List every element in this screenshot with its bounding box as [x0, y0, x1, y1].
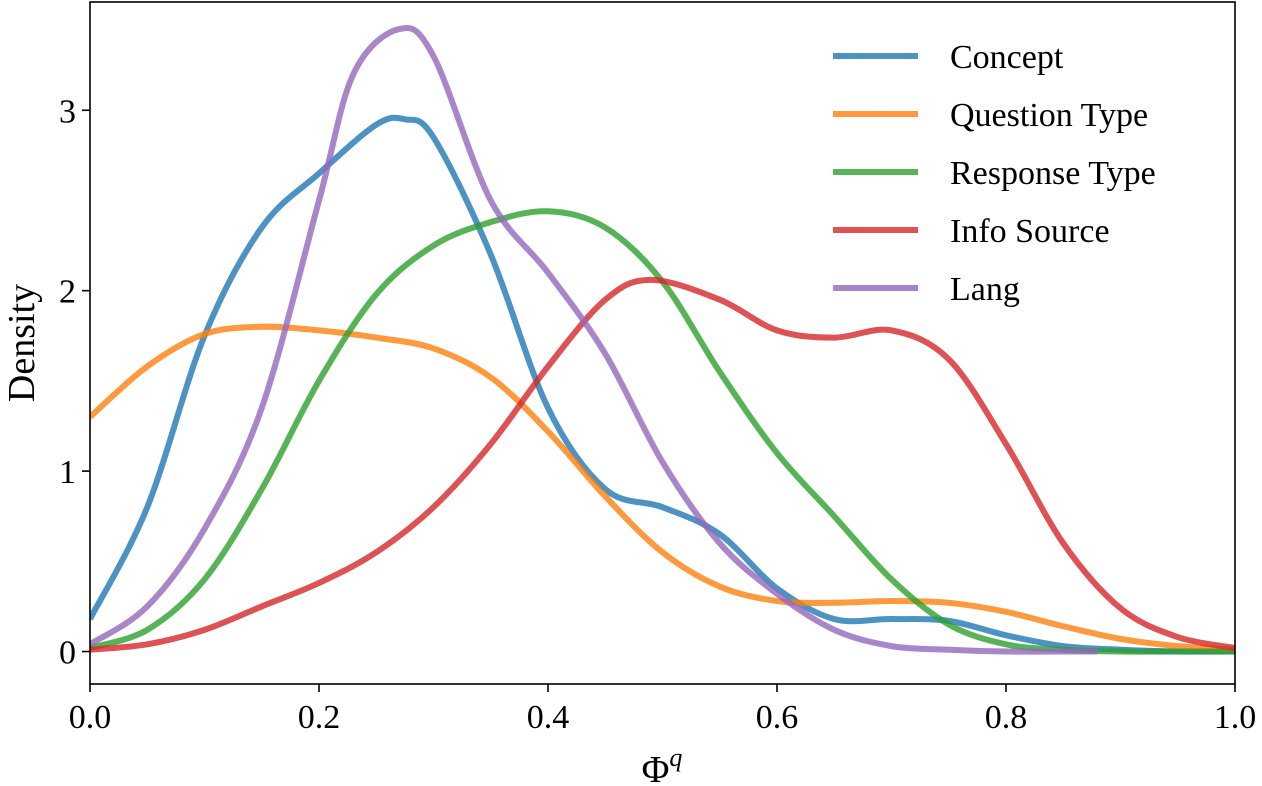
y-axis-label: Density	[1, 284, 43, 402]
y-tick-label: 1	[59, 454, 76, 491]
x-tick-label: 1.0	[1214, 699, 1257, 736]
series-line-info-source	[90, 276, 1235, 653]
x-tick-label: 0.2	[298, 699, 341, 736]
axes-frame	[89, 1, 1236, 685]
x-axis-label: Φq	[642, 743, 683, 786]
series-layer	[90, 25, 1235, 655]
y-tick-label: 2	[59, 274, 76, 311]
legend-label-lang: Lang	[950, 271, 1020, 308]
x-tick-label: 0.8	[985, 699, 1028, 736]
x-tick-label: 0.6	[756, 699, 799, 736]
y-tick-label: 0	[59, 635, 76, 672]
series-line-concept	[90, 114, 1235, 655]
x-axis-label-superscript: q	[669, 743, 682, 772]
y-tick-label: 3	[59, 93, 76, 130]
x-tick-label: 0.4	[527, 699, 570, 736]
legend-label-response-type: Response Type	[950, 155, 1156, 192]
series-line-question-type	[90, 323, 1235, 653]
ticks-layer: 0.0 0.2 0.4 0.6 0.8 1.0 0 1 2 3	[59, 93, 1256, 736]
x-tick-label: 0.0	[69, 699, 112, 736]
legend-label-concept: Concept	[950, 39, 1064, 76]
series-line-response-type	[90, 208, 1235, 655]
legend-label-info-source: Info Source	[950, 213, 1110, 250]
legend-label-question-type: Question Type	[950, 97, 1148, 134]
x-axis-label-symbol: Φ	[642, 749, 670, 786]
legend: Concept Question Type Response Type Info So…	[833, 39, 1156, 308]
series-line-lang	[90, 25, 1098, 655]
